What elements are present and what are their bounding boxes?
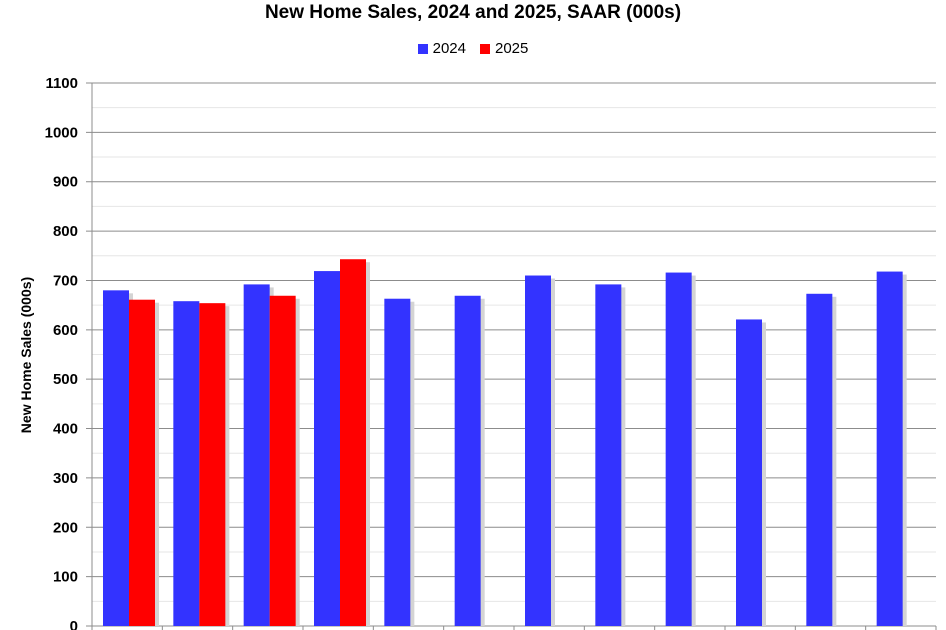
legend: 2024 2025: [0, 40, 946, 57]
chart-title: New Home Sales, 2024 and 2025, SAAR (000…: [264, 2, 682, 23]
y-tick-label: 0: [70, 618, 78, 630]
y-tick-label: 200: [53, 519, 78, 536]
bar-2024: [243, 284, 270, 626]
bar-2024: [103, 290, 129, 626]
y-tick-label: 300: [53, 470, 78, 487]
legend-label-2025: 2025: [495, 40, 529, 57]
legend-label-2024: 2024: [432, 40, 466, 57]
bar-2025: [129, 299, 155, 626]
bar-2025: [340, 259, 366, 626]
y-tick-label: 800: [53, 223, 78, 240]
legend-swatch-2025: [480, 43, 490, 54]
bar-2025: [199, 303, 226, 626]
legend-swatch-2024: [417, 43, 428, 54]
bar-2024: [595, 284, 622, 626]
y-tick-label: 400: [53, 421, 78, 438]
legend-item-2025: 2025: [480, 40, 528, 57]
y-tick-label: 700: [53, 272, 78, 289]
bar-2024: [806, 293, 833, 626]
y-tick-label: 100: [53, 569, 78, 586]
y-tick-label: 900: [53, 174, 78, 191]
bar-2024: [665, 272, 692, 626]
bar-2024: [525, 275, 551, 626]
bar-2024: [736, 319, 762, 626]
y-tick-label: 1100: [45, 75, 78, 92]
bar-2024: [314, 271, 340, 626]
bar-2024: [454, 295, 481, 626]
bar-2024: [173, 301, 200, 626]
legend-item-2024: 2024: [417, 40, 466, 57]
y-tick-label: 600: [53, 322, 78, 339]
bar-2024: [876, 271, 903, 626]
bar-2024: [384, 298, 411, 626]
bar-2025: [269, 295, 296, 626]
y-tick-label: 1000: [45, 124, 78, 141]
y-tick-label: 500: [53, 371, 78, 388]
